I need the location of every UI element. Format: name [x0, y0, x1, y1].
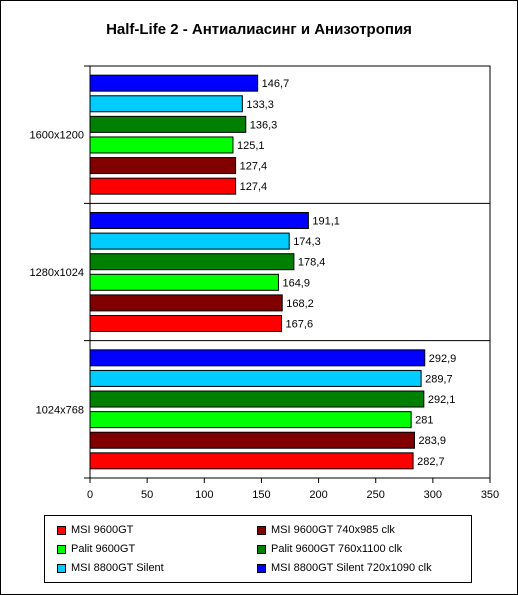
- legend-swatch: [57, 563, 66, 573]
- bar: [89, 95, 243, 113]
- bar: [89, 177, 237, 195]
- bar: [89, 212, 309, 229]
- tick-label: 100: [195, 489, 213, 501]
- bar: [89, 136, 234, 154]
- bar: [89, 253, 295, 271]
- data-label: 125,1: [237, 140, 265, 152]
- bar: [89, 452, 414, 470]
- legend-swatch: [57, 525, 66, 535]
- chart-title: Half-Life 2 - Антиалиасинг и Анизотропия: [106, 21, 412, 38]
- data-label: 282,7: [417, 456, 445, 468]
- bar: [89, 294, 283, 312]
- legend-item: MSI 9600GT 740x985 clk: [257, 522, 395, 538]
- data-label: 133,3: [246, 99, 274, 111]
- data-label: 191,1: [312, 216, 340, 228]
- bar: [89, 74, 259, 92]
- data-label: 174,3: [293, 236, 321, 248]
- legend-item: MSI 8800GT Silent: [57, 560, 164, 576]
- category-label: 1280x1024: [30, 267, 84, 279]
- tick-label: 150: [252, 489, 270, 501]
- data-label: 136,3: [250, 119, 278, 131]
- legend-item: MSI 9600GT: [57, 522, 133, 538]
- data-label: 146,7: [262, 78, 290, 90]
- legend-label: MSI 8800GT Silent: [71, 562, 164, 574]
- legend-label: MSI 8800GT Silent 720x1090 clk: [271, 562, 432, 574]
- legend-label: MSI 9600GT 740x985 clk: [271, 524, 395, 536]
- bar: [89, 431, 415, 449]
- legend-swatch: [257, 525, 266, 535]
- plot-area: [89, 65, 491, 479]
- data-label: 283,9: [418, 435, 446, 447]
- data-label: 281: [415, 415, 433, 427]
- data-label: 289,7: [425, 373, 453, 385]
- data-label: 127,4: [240, 181, 268, 193]
- data-label: 178,4: [298, 257, 326, 269]
- legend-label: Palit 9600GT 760x1100 clk: [271, 543, 403, 555]
- tick-label: 0: [87, 489, 93, 501]
- legend-label: Palit 9600GT: [71, 543, 136, 555]
- legend-item: Palit 9600GT 760x1100 clk: [257, 541, 402, 557]
- legend-swatch: [257, 563, 266, 573]
- data-label: 164,9: [282, 277, 310, 289]
- category-label: 1600x1200: [30, 130, 84, 142]
- data-label: 292,9: [429, 353, 457, 365]
- bar: [89, 349, 426, 367]
- chart-legend: MSI 9600GT MSI 9600GT 740x985 clk Palit 96…: [44, 515, 472, 583]
- data-label: 292,1: [428, 394, 456, 406]
- bar: [89, 115, 247, 133]
- bar: [89, 232, 290, 250]
- legend-item: Palit 9600GT: [57, 541, 135, 557]
- bar: [89, 273, 279, 291]
- bar: [89, 315, 283, 332]
- bar: [89, 390, 425, 408]
- tick-label: 200: [309, 489, 327, 501]
- tick-label: 250: [367, 489, 385, 501]
- bar: [89, 157, 237, 175]
- data-label: 127,4: [240, 161, 268, 173]
- category-label: 1024x768: [36, 404, 84, 416]
- tick-label: 50: [141, 489, 153, 501]
- legend-label: MSI 9600GT: [71, 524, 134, 536]
- legend-item: MSI 8800GT Silent 720x1090 clk: [257, 560, 432, 576]
- tick-label: 300: [424, 489, 442, 501]
- legend-swatch: [257, 544, 266, 554]
- tick-label: 350: [481, 489, 499, 501]
- bar: [89, 369, 422, 387]
- data-label: 168,2: [286, 298, 314, 310]
- bar: [89, 411, 412, 429]
- data-label: 167,6: [286, 319, 314, 331]
- legend-swatch: [57, 544, 66, 554]
